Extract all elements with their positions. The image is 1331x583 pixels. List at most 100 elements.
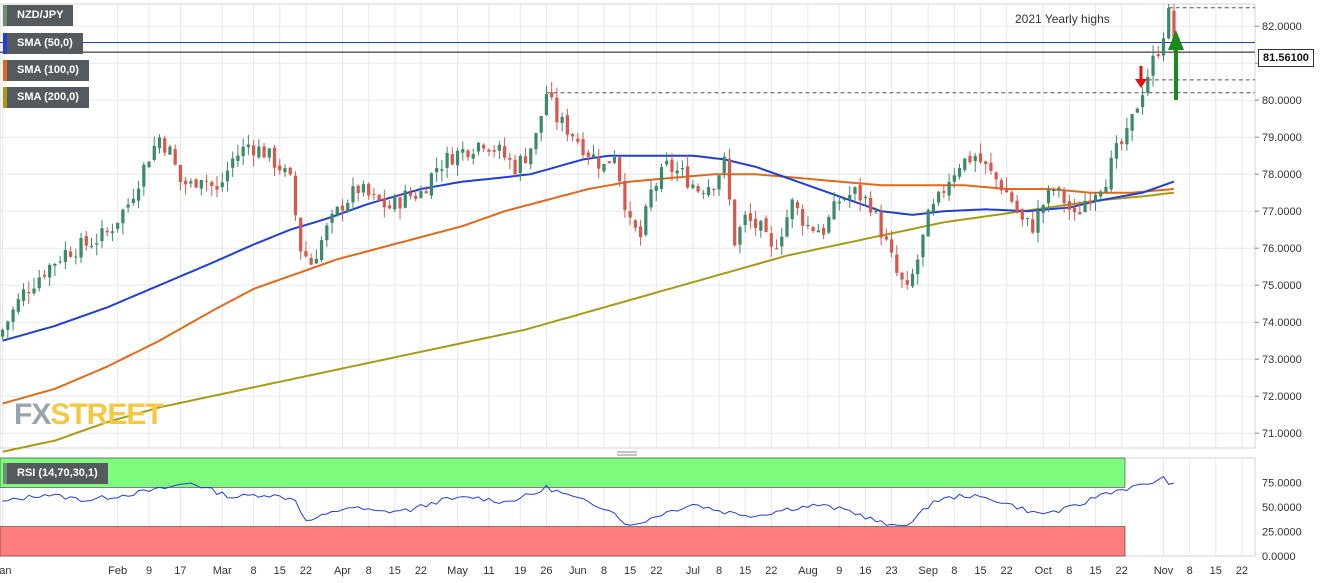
price-tick-label: 82.0000 [1262,21,1302,33]
rsi-line [2,475,1175,526]
time-tick-label: Jul [686,565,700,577]
rsi-oversold-zone [0,526,1126,557]
rsi-badge[interactable]: RSI (14,70,30,1) [3,463,108,484]
candle-body [586,152,590,157]
candle-body [1172,10,1176,44]
candle-body [461,148,465,153]
candle-body [947,181,951,196]
candle-body [11,309,15,322]
candle-body [377,194,381,201]
candle-body [696,186,700,192]
candle-body [330,213,334,223]
candle-body [393,196,397,210]
candle-body [1135,108,1139,113]
candle-body [419,191,423,198]
candle-body [994,172,998,180]
candle-body [858,184,862,201]
candle-body [0,329,5,337]
time-tick-label: Jun [569,565,587,577]
candle-body [1088,200,1092,204]
candle-body [612,157,617,163]
candle-body [686,166,690,188]
candle-body [204,180,209,182]
candle-body [408,192,413,196]
candle-body [748,213,753,221]
candle-body [1109,157,1113,190]
candle-body [351,186,355,203]
time-tick-label: 8 [1187,565,1193,577]
time-tick-label: 8 [366,565,372,577]
candle-body [633,220,637,228]
candle-body [450,154,454,165]
candle-body [957,168,962,177]
candle-body [471,154,475,159]
candle-body [706,187,711,196]
time-tick-label: 9 [146,565,152,577]
down-arrow-head [1135,79,1147,88]
time-tick-label: Aug [798,565,818,577]
candle-body [680,167,685,170]
candle-body [1130,114,1134,131]
rsi-axis: 75.0000 50.0000 25.0000 0.0000 [1262,478,1302,564]
yearly-high-annotation: 2021 Yearly highs [1015,12,1110,26]
time-tick-label: 15 [974,565,986,577]
candle-body [910,273,915,287]
candle-body [241,146,245,157]
candle-body [1041,205,1045,213]
sma50-badge[interactable]: SMA (50,0) [3,33,83,54]
candle-body [874,210,878,213]
time-tick-label: 9 [836,565,842,577]
candle-body [414,195,418,199]
candle-body [168,146,172,155]
candle-body [602,163,606,172]
symbol-badge[interactable]: NZD/JPY [3,5,74,26]
candle-body [513,159,517,175]
rsi-overbought-zone [0,457,1126,488]
candle-body [251,145,256,156]
price-tick-label: 72.0000 [1262,391,1302,403]
candle-body [1020,209,1024,220]
rsi-tick-label: 25.0000 [1262,527,1302,539]
candle-body [523,156,528,164]
candle-body [424,191,428,194]
logo-street: STREET [50,398,163,431]
time-tick-label: 11 [483,565,494,577]
sma200-badge[interactable]: SMA (200,0) [3,87,89,108]
sma100-badge[interactable]: SMA (100,0) [3,60,89,81]
candle-body [942,191,946,193]
time-tick-label: 22 [1236,565,1248,577]
time-tick-label: 8 [601,565,607,577]
candle-body [110,231,115,233]
candle-body [231,158,235,168]
candle-body [6,321,10,330]
candle-body [210,181,214,187]
candle-body [780,236,784,247]
candle-body [638,226,643,238]
candle-body [889,239,894,253]
candle-body [1046,189,1051,204]
candle-body [550,92,554,98]
candle-body [900,272,904,280]
candle-body [100,228,104,242]
candle-body [37,277,41,289]
pane-divider[interactable] [617,451,637,456]
time-tick-label: 22 [1000,565,1012,577]
candle-body [837,201,841,204]
candle-body [1151,55,1155,76]
sma-lines [2,154,1175,453]
rsi-tick-label: 50.0000 [1262,502,1302,514]
candle-body [628,211,632,218]
time-tick-label: 15 [1210,565,1222,577]
candle-body [811,227,815,232]
time-tick-label: 17 [174,565,186,577]
main-pane-border [0,3,1256,449]
candle-body [63,249,67,262]
price-tick-label: 79.0000 [1262,132,1302,144]
candle-body [314,258,318,264]
candle-body [492,150,496,152]
time-tick-label: 15 [624,565,636,577]
time-tick-label: 8 [1066,565,1072,577]
candle-body [152,145,156,160]
candle-body [189,181,193,184]
